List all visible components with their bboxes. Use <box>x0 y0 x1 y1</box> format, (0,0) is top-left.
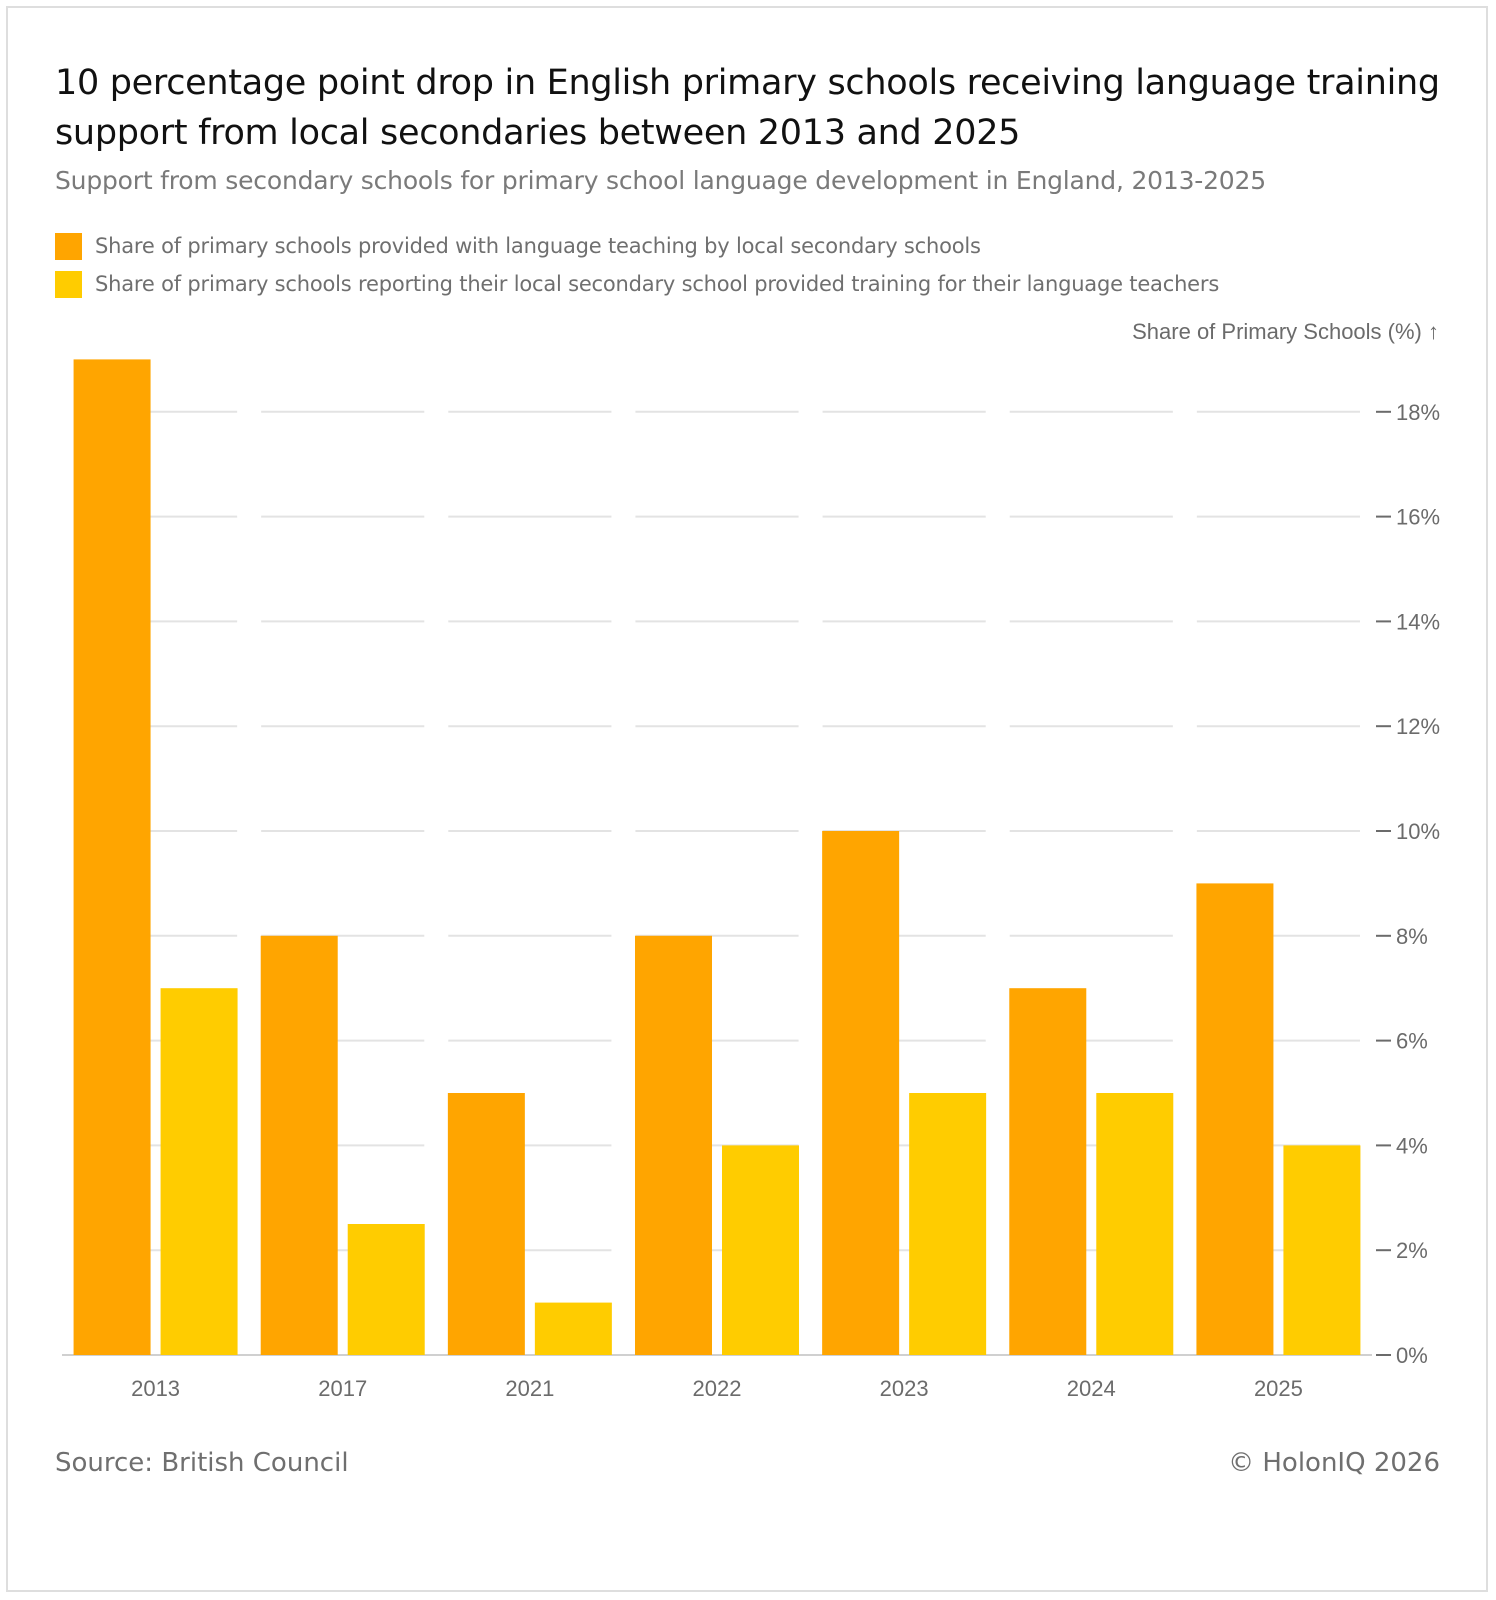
y-tick-label: 18% <box>1396 400 1440 425</box>
y-tick-label: 12% <box>1396 714 1440 739</box>
bar-series-1-2021 <box>447 1093 525 1355</box>
x-tick-label: 2023 <box>880 1376 929 1401</box>
x-tick-label: 2022 <box>693 1376 742 1401</box>
legend-label-series-2: Share of primary schools reporting their… <box>95 272 1220 296</box>
bar-series-2-2017 <box>347 1224 425 1355</box>
bar-series-1-2023 <box>822 831 900 1355</box>
bar-series-2-2023 <box>909 1093 987 1355</box>
bar-series-2-2022 <box>722 1145 799 1355</box>
source-note: Source: British Council <box>55 1448 349 1478</box>
bar-series-2-2013 <box>160 988 238 1355</box>
legend-label-series-1: Share of primary schools provided with l… <box>95 234 981 258</box>
y-tick-label: 10% <box>1396 819 1440 844</box>
y-tick-label: 4% <box>1396 1133 1428 1158</box>
bar-series-2-2021 <box>534 1302 612 1355</box>
bar-series-2-2025 <box>1283 1145 1361 1355</box>
x-tick-label: 2025 <box>1254 1376 1303 1401</box>
legend-swatch-series-2 <box>55 270 82 298</box>
y-tick-label: 2% <box>1396 1238 1428 1263</box>
legend-swatch-series-1 <box>55 232 82 260</box>
y-tick-label: 0% <box>1396 1343 1428 1368</box>
chart-subtitle: Support from secondary schools for prima… <box>55 166 1266 195</box>
y-tick-label: 6% <box>1396 1029 1428 1054</box>
x-tick-label: 2021 <box>505 1376 554 1401</box>
x-tick-label: 2024 <box>1067 1376 1116 1401</box>
bar-series-1-2022 <box>635 935 712 1355</box>
y-tick-label: 16% <box>1396 505 1440 530</box>
y-tick-label: 14% <box>1396 609 1440 634</box>
bar-series-1-2013 <box>73 359 151 1355</box>
legend: Share of primary schools provided with l… <box>55 227 1219 303</box>
legend-item-series-2[interactable]: Share of primary schools reporting their… <box>55 265 1219 303</box>
y-tick-label: 8% <box>1396 924 1428 949</box>
y-axis-title: Share of Primary Schools (%) ↑ <box>1132 319 1439 344</box>
x-tick-label: 2017 <box>318 1376 367 1401</box>
legend-item-series-1[interactable]: Share of primary schools provided with l… <box>55 227 1219 265</box>
bar-series-1-2025 <box>1196 883 1274 1355</box>
bar-series-2-2024 <box>1096 1093 1174 1355</box>
copyright-note: © HolonIQ 2026 <box>1228 1448 1440 1478</box>
x-tick-label: 2013 <box>131 1376 180 1401</box>
bar-series-1-2017 <box>260 935 338 1355</box>
chart-title: 10 percentage point drop in English prim… <box>55 63 1440 153</box>
bar-series-1-2024 <box>1009 988 1087 1355</box>
